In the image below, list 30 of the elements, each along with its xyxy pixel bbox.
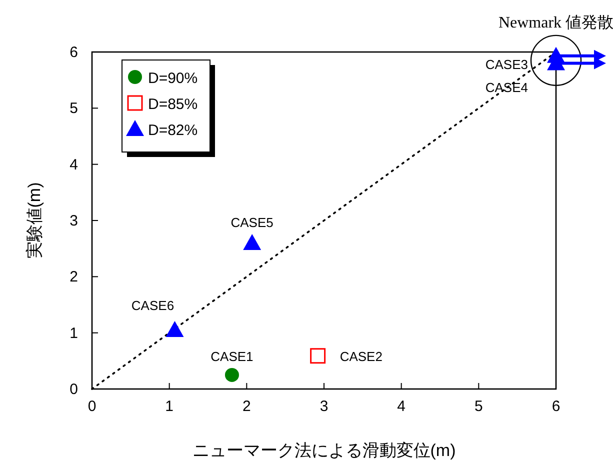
annotation: CASE5 [230,214,274,230]
x-tick-label: 6 [552,398,560,415]
y-tick-label: 4 [70,156,78,174]
point [310,348,326,364]
annotation: CASE4 [485,80,528,96]
annotation: CASE3 [485,56,528,72]
y-axis-title: 実験値(m) [25,182,44,259]
point [243,234,262,250]
y-tick-label: 2 [70,268,78,286]
annotation: CASE1 [210,348,254,364]
y-tick-label: 1 [70,324,78,342]
y-tick-label: 5 [70,100,78,118]
x-tick-label: 1 [165,398,174,415]
legend-label: D=85% [148,96,198,113]
y-tick-label: 6 [70,44,78,61]
x-tick-label: 2 [242,398,251,415]
x-tick-label: 0 [88,398,96,415]
legend-label: D=82% [148,122,198,139]
x-tick-label: 4 [397,398,406,415]
legend-label: D=90% [148,70,198,87]
point [224,368,239,382]
x-tick-label: 5 [474,398,483,415]
annotation: CASE2 [340,348,382,364]
point [166,321,184,338]
annotation: CASE6 [131,298,174,314]
annotation: Newmark 値発散 [498,14,613,32]
y-tick-label: 0 [70,381,78,398]
y-tick-label: 3 [70,212,78,230]
x-tick-label: 3 [320,398,328,415]
x-axis-title: ニューマーク法による滑動変位(m) [192,441,456,460]
